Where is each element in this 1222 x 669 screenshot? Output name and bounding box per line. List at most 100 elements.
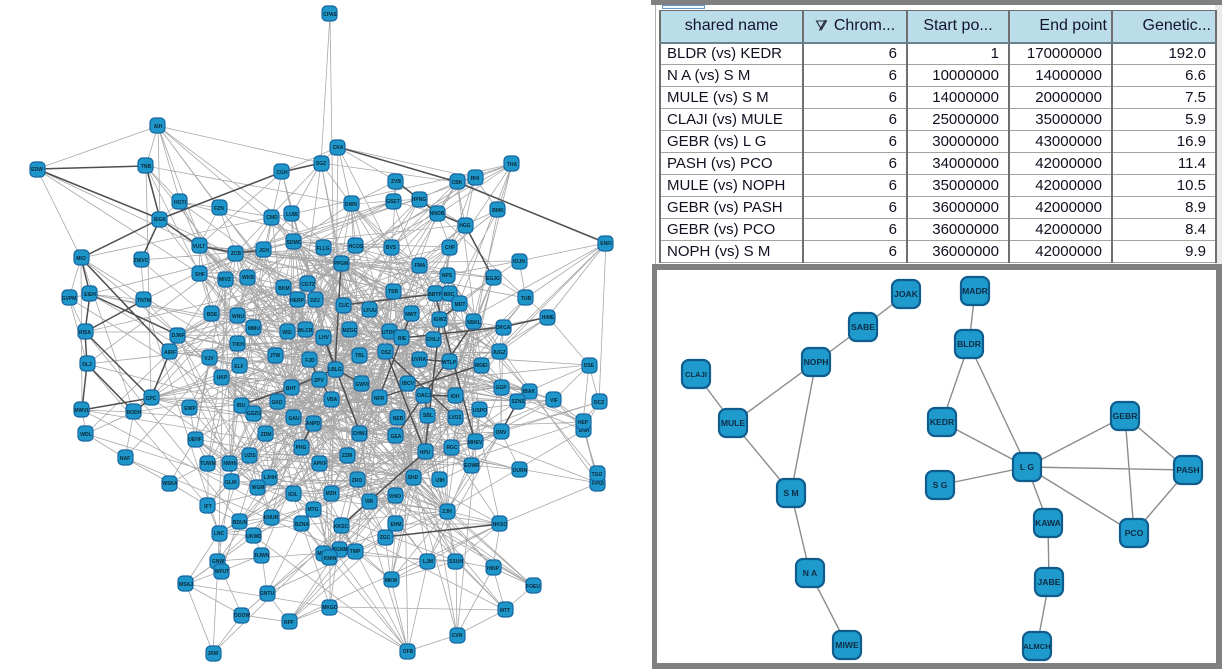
svg-text:JCH: JCH bbox=[259, 248, 269, 254]
svg-text:BKM: BKM bbox=[278, 286, 289, 292]
svg-text:GGP: GGP bbox=[495, 385, 507, 391]
svg-text:MWVL: MWVL bbox=[74, 408, 89, 414]
svg-text:IOH: IOH bbox=[451, 394, 460, 400]
svg-text:BRC: BRC bbox=[444, 292, 455, 298]
svg-text:GKD: GKD bbox=[271, 400, 283, 406]
svg-text:TMP: TMP bbox=[350, 549, 361, 555]
svg-text:PHG: PHG bbox=[296, 445, 307, 451]
svg-text:TUWM: TUWM bbox=[200, 461, 216, 467]
svg-text:HPNG: HPNG bbox=[412, 197, 427, 203]
svg-text:L G: L G bbox=[1020, 462, 1034, 472]
svg-text:MZH: MZH bbox=[326, 491, 337, 497]
svg-text:ZVB: ZVB bbox=[391, 179, 401, 185]
svg-text:BBTP: BBTP bbox=[428, 292, 442, 298]
svg-text:RJWN: RJWN bbox=[255, 553, 270, 559]
svg-text:THA: THA bbox=[507, 162, 518, 168]
svg-text:ZCB: ZCB bbox=[231, 251, 242, 257]
svg-text:SHF: SHF bbox=[195, 272, 205, 278]
svg-text:WDL: WDL bbox=[80, 432, 91, 438]
svg-text:NWHI: NWHI bbox=[223, 461, 237, 467]
svg-text:FJD: FJD bbox=[305, 358, 315, 364]
svg-text:MZGC: MZGC bbox=[343, 328, 358, 334]
svg-text:CHLJ: CHLJ bbox=[426, 337, 439, 343]
svg-text:RODH: RODH bbox=[127, 410, 142, 416]
svg-text:MKW: MKW bbox=[385, 578, 398, 584]
svg-text:UZIS: UZIS bbox=[244, 453, 256, 459]
svg-text:RIE: RIE bbox=[398, 336, 407, 342]
svg-text:CHWJ: CHWJ bbox=[353, 431, 368, 437]
svg-text:PCO: PCO bbox=[1125, 528, 1144, 538]
svg-text:TNB: TNB bbox=[141, 164, 152, 170]
svg-text:RPF: RPF bbox=[284, 620, 294, 626]
svg-text:LBLG: LBLG bbox=[328, 367, 342, 373]
svg-text:ENFI: ENFI bbox=[600, 241, 612, 247]
svg-text:WKB: WKB bbox=[242, 275, 254, 281]
svg-text:ZPV: ZPV bbox=[314, 378, 324, 384]
svg-text:FPOI: FPOI bbox=[592, 481, 604, 487]
svg-text:EDW: EDW bbox=[31, 167, 43, 173]
svg-text:CMD: CMD bbox=[266, 215, 278, 221]
svg-text:ELF: ELF bbox=[234, 364, 243, 370]
svg-text:TUB: TUB bbox=[521, 296, 532, 302]
svg-text:CHF: CHF bbox=[445, 245, 455, 251]
svg-text:MULE: MULE bbox=[721, 418, 746, 428]
svg-text:CVN: CVN bbox=[452, 633, 463, 639]
svg-text:EOWR: EOWR bbox=[464, 463, 480, 469]
svg-text:ALMCH: ALMCH bbox=[1023, 642, 1050, 651]
svg-text:IGWZ: IGWZ bbox=[433, 317, 446, 323]
svg-text:EGJG: EGJG bbox=[486, 276, 500, 282]
svg-text:PPGM: PPGM bbox=[334, 261, 349, 267]
svg-text:UEHF: UEHF bbox=[188, 437, 202, 443]
svg-text:FLLG: FLLG bbox=[316, 246, 329, 252]
svg-text:DLJ: DLJ bbox=[82, 362, 92, 368]
svg-text:FMA: FMA bbox=[415, 263, 426, 269]
svg-text:HPU: HPU bbox=[420, 450, 431, 456]
svg-text:UKP: UKP bbox=[217, 375, 228, 381]
svg-text:WSI: WSI bbox=[282, 330, 292, 336]
svg-text:OKCA: OKCA bbox=[496, 325, 511, 331]
svg-text:IFT: IFT bbox=[204, 504, 212, 510]
svg-text:NSKL: NSKL bbox=[467, 320, 481, 326]
svg-text:CUC: CUC bbox=[339, 303, 350, 309]
svg-text:RHI: RHI bbox=[471, 176, 480, 182]
svg-text:ZDM: ZDM bbox=[261, 432, 272, 438]
svg-text:NOPH: NOPH bbox=[804, 357, 829, 367]
svg-text:GNTU: GNTU bbox=[260, 591, 275, 597]
svg-text:BVS: BVS bbox=[386, 245, 397, 251]
svg-text:WTLP: WTLP bbox=[442, 360, 457, 366]
svg-text:OSZ: OSZ bbox=[381, 350, 391, 356]
svg-text:AIRF: AIRF bbox=[164, 350, 176, 356]
svg-text:N A: N A bbox=[803, 568, 817, 578]
svg-text:BDE: BDE bbox=[207, 312, 218, 318]
svg-text:UTDC: UTDC bbox=[382, 330, 396, 336]
svg-text:OOOW: OOOW bbox=[234, 613, 251, 619]
svg-text:VIF: VIF bbox=[550, 398, 558, 404]
svg-text:APKF: APKF bbox=[313, 461, 327, 467]
svg-text:NPS: NPS bbox=[442, 273, 453, 279]
svg-text:SABE: SABE bbox=[851, 322, 875, 332]
svg-text:BZNA: BZNA bbox=[295, 522, 309, 528]
svg-text:IJIH: IJIH bbox=[435, 478, 445, 484]
svg-text:MDT: MDT bbox=[455, 302, 466, 308]
svg-text:DZJ: DZJ bbox=[310, 298, 320, 304]
svg-text:UKWD: UKWD bbox=[246, 534, 262, 540]
svg-text:S M: S M bbox=[783, 488, 798, 498]
svg-text:MSAJ: MSAJ bbox=[179, 582, 193, 588]
svg-text:OFB: OFB bbox=[403, 649, 414, 655]
svg-text:SHD: SHD bbox=[408, 475, 419, 481]
svg-text:EIEH: EIEH bbox=[84, 292, 96, 298]
svg-text:ZJH: ZJH bbox=[442, 509, 452, 515]
svg-text:FOEU: FOEU bbox=[526, 584, 540, 590]
svg-text:CPC: CPC bbox=[146, 396, 157, 402]
svg-text:VHIO: VHIO bbox=[389, 494, 401, 500]
svg-text:GAU: GAU bbox=[288, 416, 300, 422]
svg-text:HOTI: HOTI bbox=[174, 200, 187, 206]
svg-text:RISA: RISA bbox=[79, 330, 91, 336]
svg-text:OACJ: OACJ bbox=[417, 393, 431, 399]
svg-text:GWVI: GWVI bbox=[355, 382, 369, 388]
svg-text:DJNF: DJNF bbox=[171, 333, 184, 339]
svg-text:EHM: EHM bbox=[390, 522, 401, 528]
svg-text:ICIL: ICIL bbox=[288, 492, 297, 498]
svg-text:WNU: WNU bbox=[232, 314, 244, 320]
svg-text:MMU: MMU bbox=[248, 326, 260, 332]
